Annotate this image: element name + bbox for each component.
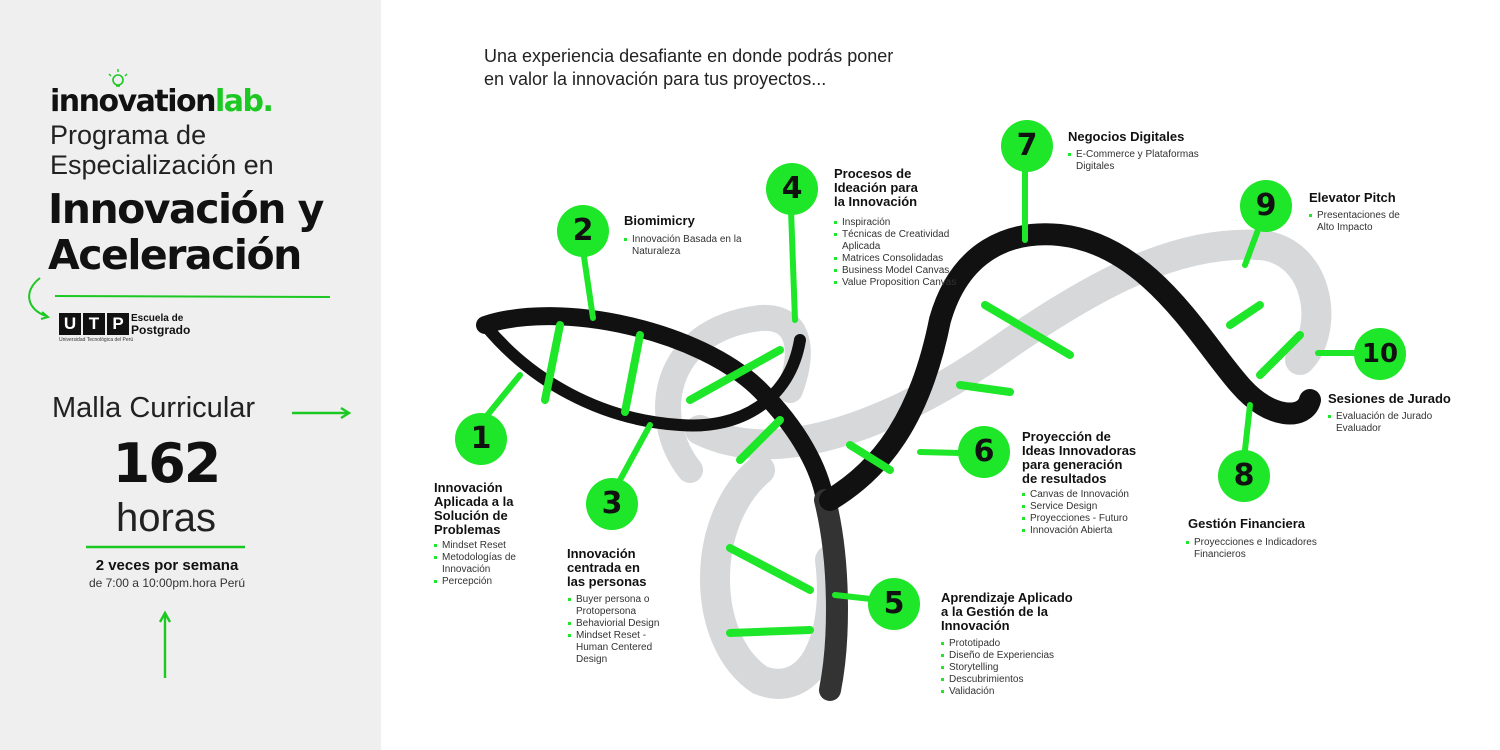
intro-text: Una experiencia desafiante en donde podr… [484,46,894,89]
schedule: de 7:00 a 10:00pm.hora Perú [88,576,246,590]
module-6-title: Proyección de Ideas Innovadoras para gener… [1022,429,1137,486]
module-7-title: Negocios Digitales [1068,129,1185,144]
list-item: Diseño de Experiencias [941,650,1081,662]
list-item: Value Proposition Canvas [834,277,959,289]
module-4-number: 4 [766,163,818,215]
list-item: Business Model Canvas [834,265,959,277]
list-item: Validación [941,686,1081,698]
list-item: Presentaciones de Alto Impacto [1309,210,1414,234]
module-8-items: Proyecciones e Indicadores Financieros [1186,537,1326,561]
module-8-number: 8 [1218,450,1270,502]
program-title-2: Aceleración [48,231,302,279]
list-item: Behaviorial Design [568,618,668,630]
program-line2: Especialización en [50,150,274,180]
list-item: Canvas de Innovación [1022,489,1162,501]
module-10-number: 10 [1354,328,1406,380]
bulb-icon [108,69,128,87]
module-1-number: 1 [455,413,507,465]
list-item: Storytelling [941,662,1081,674]
module-6-items: Canvas de Innovación Service Design Proy… [1022,489,1162,537]
module-4-title: Procesos de Ideación para la Innovación [834,166,918,209]
list-item: Proyecciones - Futuro [1022,513,1162,525]
list-item: E-Commerce y Plataformas Digitales [1068,149,1208,173]
school-label-2: Postgrado [131,323,191,337]
list-item: Descubrimientos [941,674,1081,686]
school-label-1: Escuela de [131,313,184,324]
utp-logo-t: T [83,313,105,335]
module-3-items: Buyer persona o Protopersona Behaviorial… [568,594,668,666]
list-item: Inspiración [834,217,959,229]
list-item: Metodologías de Innovación [434,552,544,576]
module-1-items: Mindset Reset Metodologías de Innovación… [434,540,544,588]
hours-label: horas [115,496,217,540]
module-5-items: Prototipado Diseño de Experiencias Story… [941,638,1081,698]
module-2-number: 2 [557,205,609,257]
frequency: 2 veces por semana [95,557,239,574]
program-line1: Programa de [50,120,207,150]
module-8-title: Gestión Financiera [1188,516,1306,531]
list-item: Innovación Basada en la Naturaleza [624,234,744,258]
utp-logo-u: U [59,313,81,335]
list-item: Buyer persona o Protopersona [568,594,668,618]
module-2-title: Biomimicry [624,213,695,228]
module-4-items: Inspiración Técnicas de Creatividad Apli… [834,217,959,289]
utp-subtitle: Universidad Tecnológica del Perú [59,337,134,343]
list-item: Innovación Abierta [1022,525,1162,537]
arrow-right-icon [292,406,352,420]
list-item: Service Design [1022,501,1162,513]
module-2-items: Innovación Basada en la Naturaleza [624,234,744,258]
module-3-number: 3 [586,478,638,530]
module-10-items: Evaluación de Jurado Evaluador [1328,411,1438,435]
list-item: Percepción [434,576,544,588]
module-1-title: Innovación Aplicada a la Solución de Proble… [434,480,514,537]
list-item: Prototipado [941,638,1081,650]
list-item: Mindset Reset - Human Centered Design [568,630,668,666]
brand-logo: innovationlab. [50,84,274,119]
list-item: Mindset Reset [434,540,544,552]
module-10-title: Sesiones de Jurado [1328,391,1451,406]
list-item: Proyecciones e Indicadores Financieros [1186,537,1326,561]
arrow-up-icon [158,610,172,678]
title-divider [54,295,331,298]
module-9-title: Elevator Pitch [1309,190,1396,205]
module-3-title: Innovación centrada en las personas [567,546,647,589]
program-title-1: Innovación y [48,185,324,233]
module-6-number: 6 [958,426,1010,478]
list-item: Técnicas de Creatividad Aplicada [834,229,959,253]
utp-logo-p: P [107,313,129,335]
dna-helix [476,167,1358,701]
list-item: Matrices Consolidadas [834,253,959,265]
curriculum-title: Malla Curricular [52,392,256,424]
left-panel [0,0,381,750]
module-9-number: 9 [1240,180,1292,232]
list-item: Evaluación de Jurado Evaluador [1328,411,1438,435]
module-7-number: 7 [1001,120,1053,172]
module-5-number: 5 [868,578,920,630]
module-5-title: Aprendizaje Aplicado a la Gestión de la In… [941,590,1073,633]
curved-arrow-icon [28,277,47,317]
module-7-items: E-Commerce y Plataformas Digitales [1068,149,1208,173]
module-9-items: Presentaciones de Alto Impacto [1309,210,1414,234]
hours-value: 162 [112,432,222,495]
